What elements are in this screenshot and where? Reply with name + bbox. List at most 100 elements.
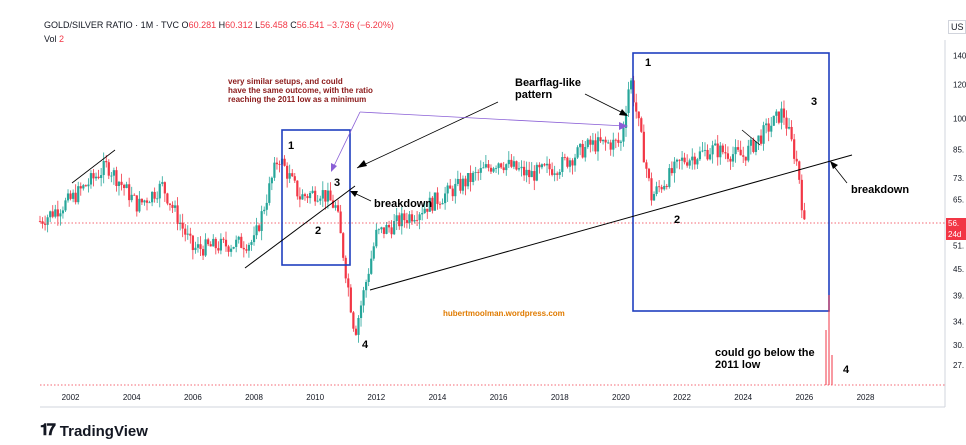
candle-body xyxy=(265,202,268,210)
candle-body xyxy=(762,125,765,144)
y-tick-label: 45. xyxy=(953,265,964,274)
candle-body xyxy=(375,229,378,247)
candle-body xyxy=(387,225,391,228)
candle-body xyxy=(803,210,806,220)
candle-body xyxy=(181,222,184,229)
candle-body xyxy=(117,181,121,186)
candle-body xyxy=(449,185,452,189)
candle-body xyxy=(247,244,251,251)
candle-body xyxy=(163,182,166,194)
candle-body xyxy=(92,173,95,179)
candle-body xyxy=(82,185,85,189)
candle-body xyxy=(428,197,431,212)
candle-body xyxy=(278,164,281,165)
candle-body xyxy=(456,178,459,184)
wave-label-left-1: 1 xyxy=(288,140,294,152)
candle-body xyxy=(110,175,113,177)
candle-body xyxy=(426,208,429,212)
y-tick-label: 85. xyxy=(953,145,964,154)
candle-body xyxy=(660,187,663,190)
candle-body xyxy=(102,160,105,176)
candle-body xyxy=(777,111,780,123)
candle-body xyxy=(342,233,345,258)
candle-body xyxy=(617,139,620,143)
candle-body xyxy=(283,158,286,166)
candle-body xyxy=(367,273,370,282)
candle-body xyxy=(38,221,42,222)
chart-header: GOLD/SILVER RATIO · 1M · TVC O60.281 H60… xyxy=(44,20,394,30)
candle-body xyxy=(612,139,615,150)
candle-body xyxy=(647,168,651,179)
candle-body xyxy=(125,184,128,189)
currency-button[interactable]: US xyxy=(948,20,966,34)
bearflag-arrow-left-head xyxy=(357,160,367,168)
candle-body xyxy=(405,220,408,223)
candle-body xyxy=(390,227,393,235)
last-price-countdown: 24d xyxy=(946,229,966,240)
candle-body xyxy=(306,196,309,199)
candle-body xyxy=(410,214,414,222)
candle-body xyxy=(520,166,523,169)
candle-body xyxy=(614,139,617,141)
candle-body xyxy=(683,157,686,163)
y-tick-label: 34. xyxy=(953,318,964,327)
candle-body xyxy=(739,149,742,156)
candle-body xyxy=(359,305,363,319)
candle-body xyxy=(548,163,551,170)
last-price-tag: 56. xyxy=(946,218,966,229)
candle-body xyxy=(201,249,205,256)
candle-body xyxy=(563,157,566,158)
candle-body xyxy=(726,153,730,159)
candle-body xyxy=(156,198,159,200)
x-tick-label: 2020 xyxy=(612,393,630,402)
candle-body xyxy=(133,194,136,196)
left-setup-box xyxy=(281,129,351,266)
candle-body xyxy=(571,160,574,166)
y-tick-label: 39. xyxy=(953,292,964,301)
y-tick-label: 27. xyxy=(953,361,964,370)
candle-body xyxy=(686,162,689,166)
candle-body xyxy=(798,161,801,180)
candle-body xyxy=(441,203,444,205)
breakdown-label-left: breakdown xyxy=(374,198,432,210)
candle-body xyxy=(772,115,775,126)
candle-body xyxy=(209,244,212,247)
candle-body xyxy=(645,162,648,169)
candle-body xyxy=(319,198,322,201)
candle-body xyxy=(74,192,77,203)
candle-body xyxy=(168,203,172,205)
candle-body xyxy=(207,239,210,245)
tradingview-wordmark: TradingView xyxy=(59,422,148,440)
wave-label-left-2: 2 xyxy=(315,225,321,237)
candle-body xyxy=(533,171,536,181)
high-value: 60.312 xyxy=(225,20,253,30)
candle-body xyxy=(586,139,589,147)
setup-arrow-right xyxy=(359,111,626,127)
candle-body xyxy=(759,135,763,144)
candle-body xyxy=(604,139,607,143)
candle-body xyxy=(627,89,630,113)
y-tick-label: 51. xyxy=(953,241,964,250)
candle-body xyxy=(642,131,645,163)
candle-body xyxy=(711,145,714,155)
candle-body xyxy=(500,163,503,168)
candle-body xyxy=(158,183,161,199)
candle-body xyxy=(607,142,610,144)
candle-body xyxy=(97,176,100,179)
candle-body xyxy=(640,118,643,132)
annotation-labels: very similar setups, and could have the … xyxy=(228,57,909,376)
candle-body xyxy=(767,123,770,132)
candle-body xyxy=(260,211,263,231)
candle-body xyxy=(140,198,144,203)
candle-body xyxy=(324,190,327,202)
tradingview-logo[interactable]: 𝟏𝟕 TradingView xyxy=(40,422,148,440)
candle-body xyxy=(594,140,597,152)
candle-body xyxy=(250,242,253,245)
candle-body xyxy=(630,80,633,90)
candle-body xyxy=(122,184,126,189)
candle-body xyxy=(344,257,347,279)
candle-body xyxy=(466,173,470,187)
candle-body xyxy=(568,160,572,167)
